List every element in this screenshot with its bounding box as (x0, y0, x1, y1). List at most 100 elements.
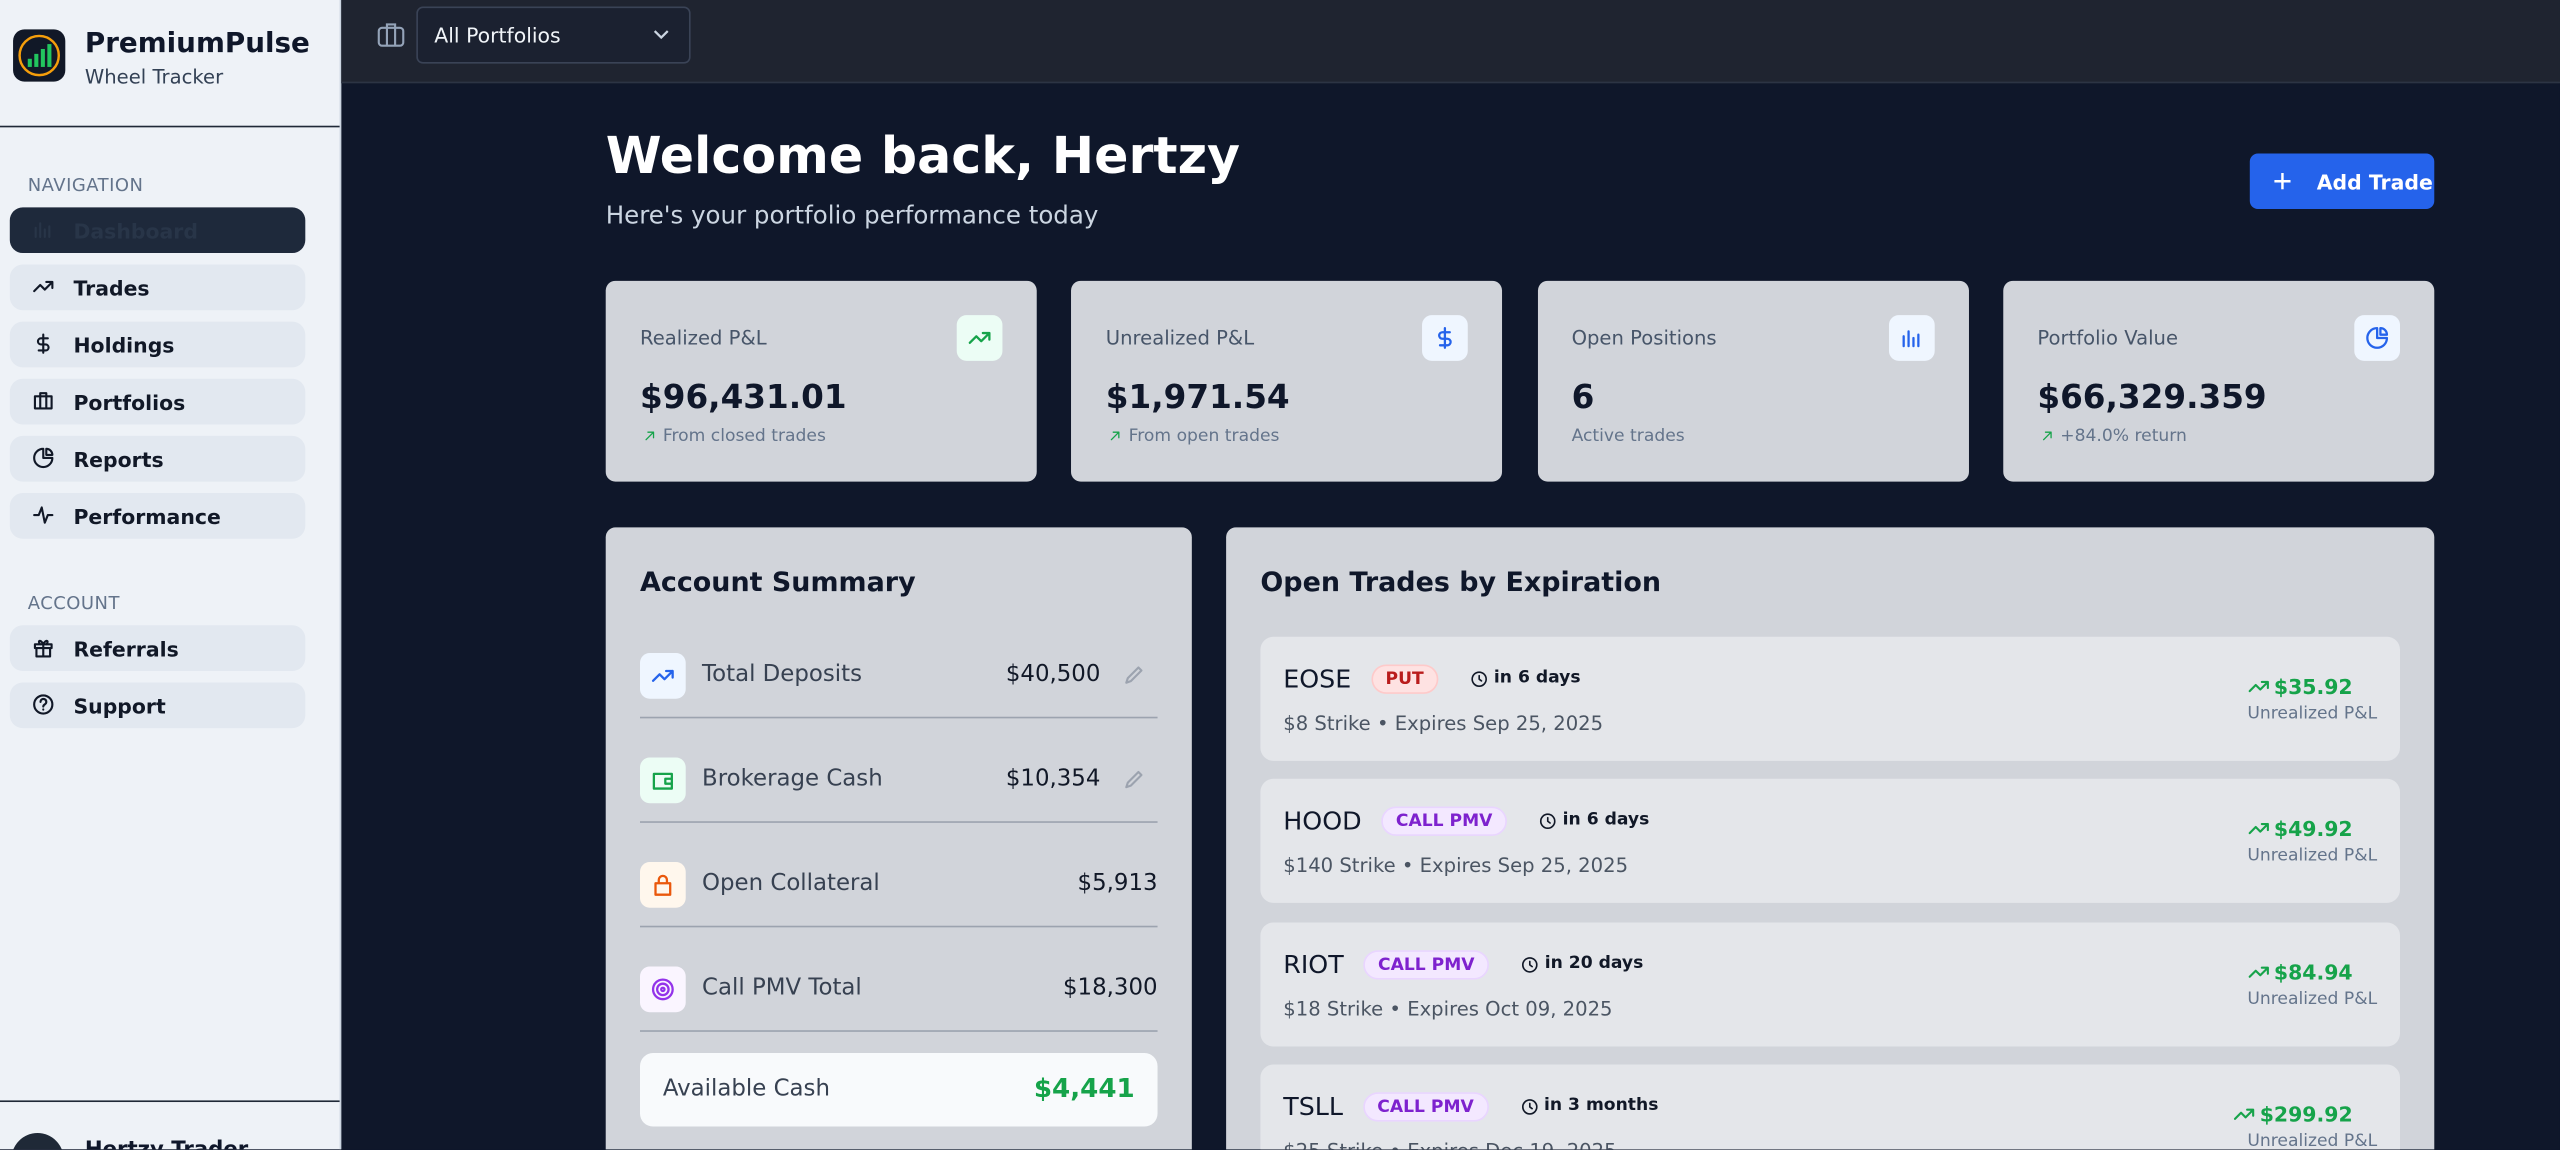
row-divider (639, 821, 1158, 823)
available-value: $4,441 (1033, 1072, 1135, 1104)
open-trades-card: Open Trades by Expiration EOSE PUT in 6 da… (1226, 527, 2435, 1150)
stat-icon (1888, 315, 1935, 361)
trade-detail: $25 Strike • Expires Dec 19, 2025 (1283, 1139, 1616, 1149)
stat-label: Portfolio Value (2037, 326, 2179, 350)
avatar (11, 1133, 64, 1150)
page-title: Welcome back, Hertzy (605, 127, 1241, 187)
brand-tagline: Wheel Tracker (84, 65, 224, 89)
icon (33, 392, 53, 410)
stat-value: 6 (1571, 377, 1595, 417)
type-badge: PUT (1370, 664, 1439, 694)
stat-label: Unrealized P&L (1105, 326, 1255, 350)
add-trade-button[interactable]: Add Trade (2249, 153, 2435, 209)
stat-icon (956, 315, 1003, 361)
nav-item[interactable]: Dashboard (9, 207, 306, 254)
section-label: ACCOUNT (27, 592, 120, 614)
icon (33, 447, 54, 469)
pnl: $84.94 (2273, 959, 2353, 984)
stat-card: Open Positions 6 Active trades (1537, 280, 1969, 482)
icon (1125, 770, 1143, 789)
icon (645, 431, 655, 441)
stat-note: From open trades (1128, 426, 1280, 446)
icon (651, 978, 674, 1001)
section-label: NAVIGATION (27, 174, 144, 196)
divider (0, 1100, 340, 1103)
icon (1521, 1098, 1538, 1115)
topbar: All Portfolios (341, 0, 2560, 84)
trade-detail: $140 Strike • Expires Sep 25, 2025 (1283, 854, 1629, 878)
ticker: TSLL (1283, 1092, 1343, 1122)
icon (1522, 956, 1538, 973)
account-summary-card: Account Summary Available Cash $4,441 To… (605, 527, 1192, 1150)
stat-card: Realized P&L $96,431.01 From closed trades (605, 280, 1037, 482)
ticker: RIOT (1283, 949, 1344, 979)
type-badge: CALL PMV (1362, 1092, 1489, 1122)
nav-item[interactable]: Reports (9, 435, 306, 482)
trade-item[interactable]: RIOT CALL PMV in 20 days $18 Strike • Expir… (1260, 921, 2400, 1046)
type-badge: CALL PMV (1363, 949, 1490, 979)
type-badge: CALL PMV (1381, 807, 1508, 837)
pnl: $299.92 (2259, 1101, 2353, 1127)
stat-note: From closed trades (662, 426, 826, 446)
stat-note: Active trades (1571, 426, 1685, 446)
trade-item[interactable]: HOOD CALL PMV in 6 days $140 Strike • Expir… (1260, 779, 2400, 904)
nav-item[interactable]: Referrals (9, 625, 306, 672)
trade-detail: $8 Strike • Expires Sep 25, 2025 (1283, 711, 1604, 735)
nav-label: Dashboard (73, 218, 198, 244)
pnl: $35.92 (2273, 674, 2353, 699)
icon (651, 669, 674, 682)
row-divider (639, 716, 1158, 719)
trade-item[interactable]: EOSE PUT in 6 days $8 Strike • Expires Sep … (1260, 636, 2400, 761)
stat-label: Realized P&L (639, 326, 767, 350)
due: in 20 days (1544, 952, 1644, 973)
icon (1438, 327, 1453, 349)
row-label: Call PMV Total (702, 974, 862, 1001)
nav-item[interactable]: Portfolios (9, 378, 306, 425)
available-label: Available Cash (662, 1075, 830, 1103)
nav-label: Holdings (73, 333, 175, 358)
icon (2248, 965, 2269, 978)
icon (33, 506, 54, 524)
stat-value: $1,971.54 (1105, 377, 1290, 417)
brand-name: PremiumPulse (84, 27, 310, 61)
select-label: All Portfolios (434, 22, 561, 48)
nav-item[interactable]: Performance (9, 493, 306, 539)
stat-note: +84.0% return (2060, 426, 2187, 446)
page-subtitle: Here's your portfolio performance today (605, 200, 1099, 231)
icon (654, 874, 672, 896)
icon (1111, 431, 1120, 441)
card-title: Open Trades by Expiration (1260, 566, 1662, 598)
ticker: HOOD (1283, 807, 1362, 837)
row-label: Brokerage Cash (702, 765, 883, 792)
icon (2248, 680, 2269, 693)
pnl-label: Unrealized P&L (2247, 846, 2378, 866)
logo (13, 29, 66, 82)
due: in 6 days (1562, 810, 1650, 830)
stat-value: $96,431.01 (639, 377, 847, 417)
icon (1901, 330, 1919, 348)
stat-card: Unrealized P&L $1,971.54 From open trades (1071, 280, 1503, 482)
icon (2042, 431, 2052, 441)
nav-item[interactable]: Holdings (9, 321, 306, 368)
icon (652, 772, 673, 790)
row-icon (639, 653, 686, 699)
card-title: Account Summary (639, 566, 916, 598)
trade-item[interactable]: TSLL CALL PMV in 3 months $25 Strike • Expi… (1260, 1064, 2400, 1150)
stat-icon (2354, 315, 2400, 361)
portfolio-select[interactable]: All Portfolios (416, 6, 691, 64)
due: in 6 days (1493, 667, 1581, 688)
nav-label: Reports (73, 447, 164, 472)
icon (2366, 327, 2388, 349)
sidebar: PremiumPulse Wheel Tracker NAVIGATION AC… (0, 0, 342, 1150)
ticker: EOSE (1283, 664, 1352, 694)
row-label: Open Collateral (702, 870, 880, 897)
icon (1471, 671, 1488, 687)
stat-icon (1422, 315, 1469, 361)
nav-item[interactable]: Trades (9, 264, 306, 311)
icon (2234, 1108, 2255, 1120)
icon (34, 222, 51, 239)
nav-item[interactable]: Support (9, 682, 306, 729)
due: in 3 months (1544, 1095, 1659, 1115)
